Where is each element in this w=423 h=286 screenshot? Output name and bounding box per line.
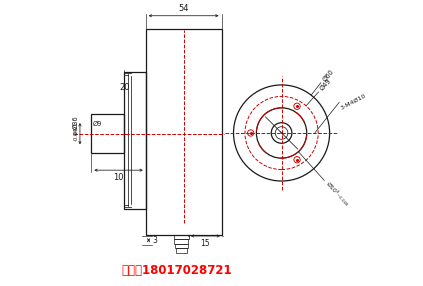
Text: 15: 15	[201, 239, 210, 248]
Bar	[174, 239, 189, 244]
Text: Ø36: Ø36	[72, 116, 79, 129]
Text: Ø60: Ø60	[321, 68, 335, 82]
Text: 54: 54	[179, 4, 189, 13]
Text: 10: 10	[113, 173, 124, 182]
Bar	[91, 114, 124, 153]
Text: -0.01: -0.01	[74, 122, 79, 135]
Text: 20: 20	[119, 83, 129, 92]
Bar	[146, 29, 222, 235]
Text: 3: 3	[153, 236, 158, 245]
Text: -0.04: -0.04	[74, 127, 79, 141]
Text: Ø49: Ø49	[319, 78, 332, 92]
Bar	[173, 235, 190, 239]
Text: 3-M4Ø10: 3-M4Ø10	[340, 94, 367, 111]
Text: 手机：18017028721: 手机：18017028721	[122, 264, 233, 277]
Text: Ø10⁰₋₀.₀₂₈: Ø10⁰₋₀.₀₂₈	[324, 181, 349, 207]
Bar	[175, 244, 188, 249]
Bar	[124, 72, 146, 209]
Text: Ø9: Ø9	[93, 121, 102, 126]
Bar	[176, 249, 187, 253]
